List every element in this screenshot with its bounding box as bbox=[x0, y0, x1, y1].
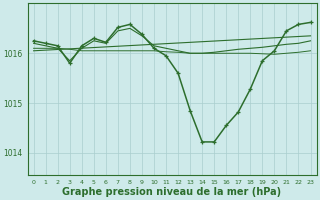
X-axis label: Graphe pression niveau de la mer (hPa): Graphe pression niveau de la mer (hPa) bbox=[62, 187, 282, 197]
